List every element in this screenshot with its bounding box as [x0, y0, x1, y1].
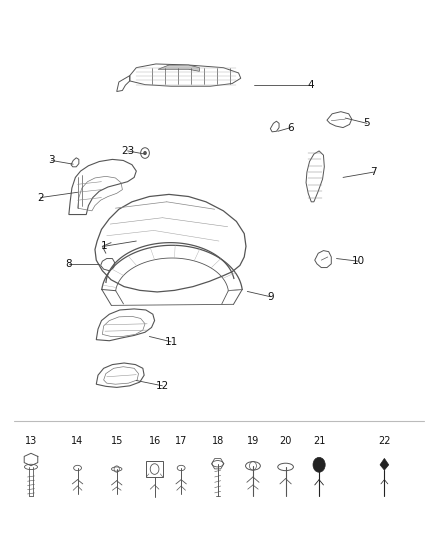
Text: 15: 15	[110, 437, 123, 447]
Text: 8: 8	[66, 259, 72, 269]
Text: 7: 7	[370, 167, 377, 177]
Text: 10: 10	[352, 256, 365, 266]
Text: 13: 13	[25, 437, 37, 447]
Text: 4: 4	[307, 79, 314, 90]
Circle shape	[144, 151, 146, 155]
Text: 20: 20	[279, 437, 292, 447]
Text: 21: 21	[313, 437, 325, 447]
Text: 14: 14	[71, 437, 84, 447]
Text: 12: 12	[156, 381, 169, 391]
Text: 3: 3	[48, 156, 55, 165]
Text: 1: 1	[100, 241, 107, 252]
Polygon shape	[158, 65, 199, 71]
Bar	[146, 461, 163, 477]
Text: 22: 22	[378, 437, 391, 447]
Text: 17: 17	[175, 437, 187, 447]
Text: 9: 9	[267, 292, 274, 302]
Polygon shape	[380, 458, 389, 470]
Text: 11: 11	[165, 337, 178, 347]
Text: 23: 23	[121, 146, 134, 156]
Text: 16: 16	[148, 437, 161, 447]
Circle shape	[313, 457, 325, 472]
Text: 2: 2	[37, 192, 44, 203]
Text: 5: 5	[364, 118, 370, 128]
Text: 6: 6	[287, 123, 294, 133]
Text: 19: 19	[247, 437, 259, 447]
Text: 18: 18	[212, 437, 224, 447]
